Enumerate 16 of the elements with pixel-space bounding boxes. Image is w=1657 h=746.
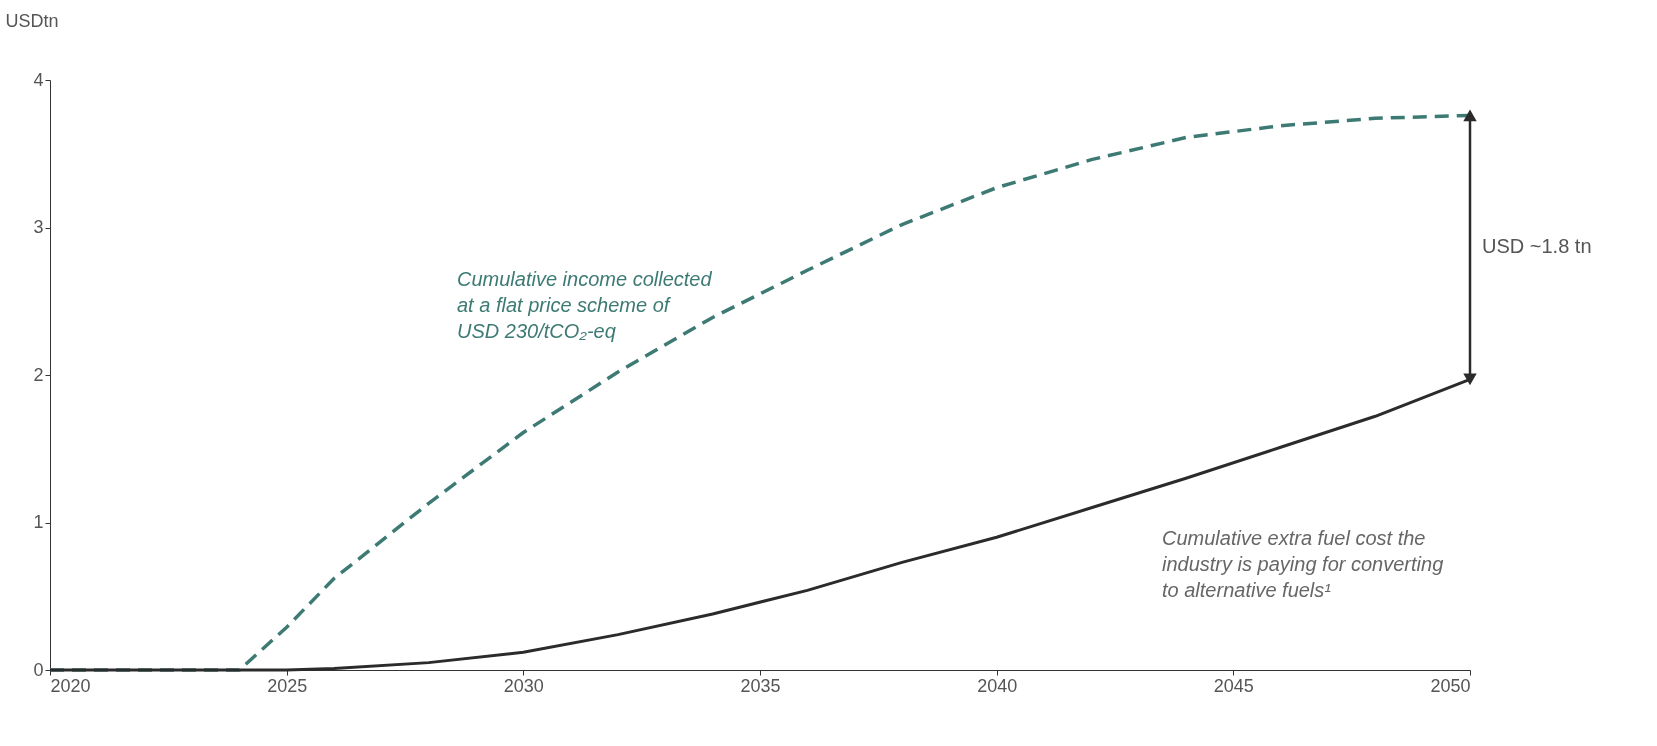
- x-tick-label: 2020: [50, 675, 91, 696]
- text: USD ~1.8 tn: [1482, 235, 1592, 257]
- x-tick-label: 2030: [503, 675, 544, 696]
- x-tick-label: 2025: [267, 675, 308, 696]
- x-tick-label: 2035: [740, 675, 781, 696]
- y-tick-label: 2: [33, 364, 44, 385]
- y-tick-label: 1: [33, 512, 44, 532]
- annotation: Cumulative income collected at a flat price scheme of USD 230/tCO₂-eq: [457, 268, 713, 342]
- y-tick-label: 3: [33, 217, 44, 237]
- x-tick-label: 2050: [1430, 675, 1471, 696]
- y-tick-label: 0: [33, 659, 44, 680]
- y-axis-title: USDtn: [5, 10, 59, 31]
- annotation: Cumulative extra fuel cost the industry is paying for converting to alternative fuels¹: [1162, 527, 1444, 601]
- x-tick-label: 2040: [977, 675, 1018, 696]
- y-tick-label: 4: [33, 69, 44, 90]
- x-tick-label: 2045: [1213, 675, 1254, 696]
